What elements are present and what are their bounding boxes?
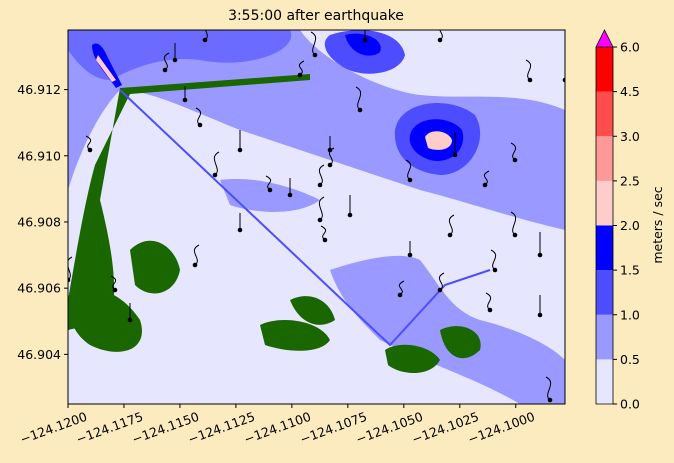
drifter [327,162,333,168]
drifter [87,147,93,153]
moderate-speed [68,30,565,230]
drifter [297,72,303,78]
colorbar-segment [596,136,613,181]
colorbar-label: meters / sec [650,186,665,263]
drifter [547,397,553,403]
colorbar-tick-label: 2.5 [620,173,640,188]
drifter [512,157,518,163]
colorbar: 0.0 0.5 1.0 1.5 2.0 2.5 3.0 4.5 6.0 [595,29,640,412]
very-fast-speed [96,55,116,82]
drifter [267,187,273,193]
drifter [512,232,518,238]
drifter [437,37,443,43]
moderate-speed [220,179,320,212]
drifter [362,37,368,43]
colorbar-segment [596,180,613,226]
drifter [562,77,565,83]
drifter [437,287,443,293]
drifter [527,77,533,83]
drifter [68,277,71,283]
drifter [172,57,178,63]
y-tick-label: 46.910 [17,148,61,163]
drifter [327,147,333,153]
fast-speed [68,30,292,80]
land [290,296,335,325]
colorbar-tick-label: 0.5 [620,352,640,367]
drifter [492,267,498,273]
drifter [322,237,328,243]
colorbar-tick-label: 1.0 [620,307,640,322]
colorbar-segment [596,91,613,137]
drifter [537,312,543,318]
map-field [68,30,565,404]
colorbar-tick-label: 4.5 [620,84,640,99]
drifter [357,107,363,113]
colorbar-tick-label: 0.0 [620,397,640,412]
colorbar-tick-label: 3.0 [620,129,640,144]
colorbar-segment [596,270,613,315]
drifter [482,182,488,188]
drifter [182,97,188,103]
colorbar-segment [596,314,613,360]
land [260,320,330,351]
colorbar-tick-label: 2.0 [620,218,640,233]
y-tick-label: 46.912 [17,82,61,97]
drifter [407,252,413,258]
land [440,326,481,359]
colorbar-segment [596,225,613,271]
drifter [127,317,133,323]
y-tick-label: 46.904 [17,347,61,362]
drifters [68,30,565,403]
plot-frame [67,29,566,405]
drifter [537,252,543,258]
drifter [317,217,323,223]
drifter [237,147,243,153]
drifter [287,192,293,198]
drifter [407,177,413,183]
drifter [192,262,198,268]
drifter [197,122,203,128]
drifter [112,287,118,293]
drifter [452,152,458,158]
drifter [212,172,218,178]
drifter [202,37,208,43]
y-tick-label: 46.906 [17,281,61,296]
drifter [162,67,168,73]
faster-speed [345,33,381,56]
very-fast-speed [425,131,452,150]
land [130,240,180,294]
drifter [487,307,493,313]
y-tick-label: 46.908 [17,214,61,229]
land [68,289,142,352]
drifter [237,227,243,233]
colorbar-extend [595,29,614,48]
shoreline [119,89,491,347]
colorbar-segment [596,359,613,404]
colorbar-tick-label: 1.5 [620,263,640,278]
land [385,344,440,374]
faster-speed [92,43,122,88]
drifter [397,292,403,298]
drifter [312,52,318,58]
colorbar-segment [596,47,613,92]
drifter [317,182,323,188]
drifter [447,232,453,238]
chart-title: 3:55:00 after earthquake [228,8,404,24]
colorbar-tick-label: 6.0 [620,40,640,55]
drifter [347,212,353,218]
